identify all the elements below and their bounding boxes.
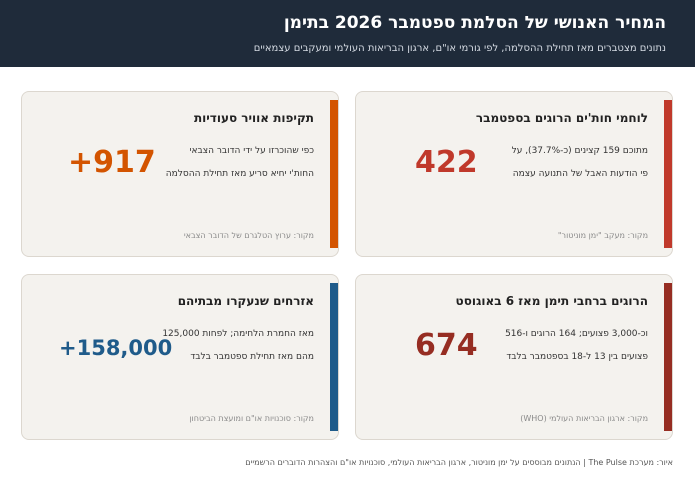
card-title: אזרחים שנעקרו מבתיהם [177,294,314,308]
stat-card-houthi-fighters: לוחמי חות'ים הרוגים בספטמבר מתוכם 159 קצ… [355,91,673,257]
accent-bar [664,283,672,431]
card-source: מקור: מעקב "ימן מוניטור" [557,231,648,240]
card-source: מקור: סוכנויות או"ם ומועצת הביטחון [189,414,314,423]
card-description-line-1: מתוכם 159 קצינים (כ-37.7%), על [511,146,648,156]
stat-card-yemen-deaths: הרוגים ברחבי תימן מאז 6 באוגוסט וכ-3,000… [355,274,673,440]
page-title: המחיר האנושי של הסלמת ספטמבר 2026 בתימן [283,13,666,33]
card-description-line-2: החות'י יחיא סריע מאז תחילת ההסלמה [165,169,314,179]
page-header: המחיר האנושי של הסלמת ספטמבר 2026 בתימן … [0,0,695,67]
accent-bar [664,100,672,248]
card-title: לוחמי חות'ים הרוגים בספטמבר [475,111,648,125]
card-source: מקור: ארגון הבריאות העולמי (WHO) [520,414,648,423]
stat-value: +158,000 [59,336,173,360]
card-description-line-2: פי הודעות האבל של התנועה עצמה [512,169,648,179]
card-description-line-2: פצועים בין 13 ל-18 בספטמבר בלבד [506,352,648,362]
card-description-line-1: וכ-3,000 פצועים; 164 הרוגים ו-516 [505,329,648,339]
accent-bar [330,283,338,431]
footer-credit: איור: מערכת The Pulse | הנתונים מבוססים … [245,458,673,467]
card-title: תקיפות אוויר סעודיות [193,111,314,125]
card-description-line-1: כפי שהוכרזו על ידי הדובר הצבאי [189,146,314,156]
card-description-line-2: מהם מאז תחילת ספטמבר בלבד [190,352,314,362]
accent-bar [330,100,338,248]
page-subtitle: נתונים מצטברים מאז תחילת ההסלמה, לפי גור… [253,43,666,54]
stat-value: 422 [415,145,478,180]
card-source: מקור: ערוץ הטלגרם של הדובר הצבאי [183,231,314,240]
card-title: הרוגים ברחבי תימן מאז 6 באוגוסט [455,294,648,308]
stat-value: 674 [415,328,478,363]
card-description-line-1: מאז החמרת הלחימה; לפחות 125,000 [162,329,314,339]
stat-card-displaced-civilians: אזרחים שנעקרו מבתיהם מאז החמרת הלחימה; ל… [21,274,339,440]
stat-value: +917 [68,145,156,180]
stat-card-saudi-airstrikes: תקיפות אוויר סעודיות כפי שהוכרזו על ידי … [21,91,339,257]
